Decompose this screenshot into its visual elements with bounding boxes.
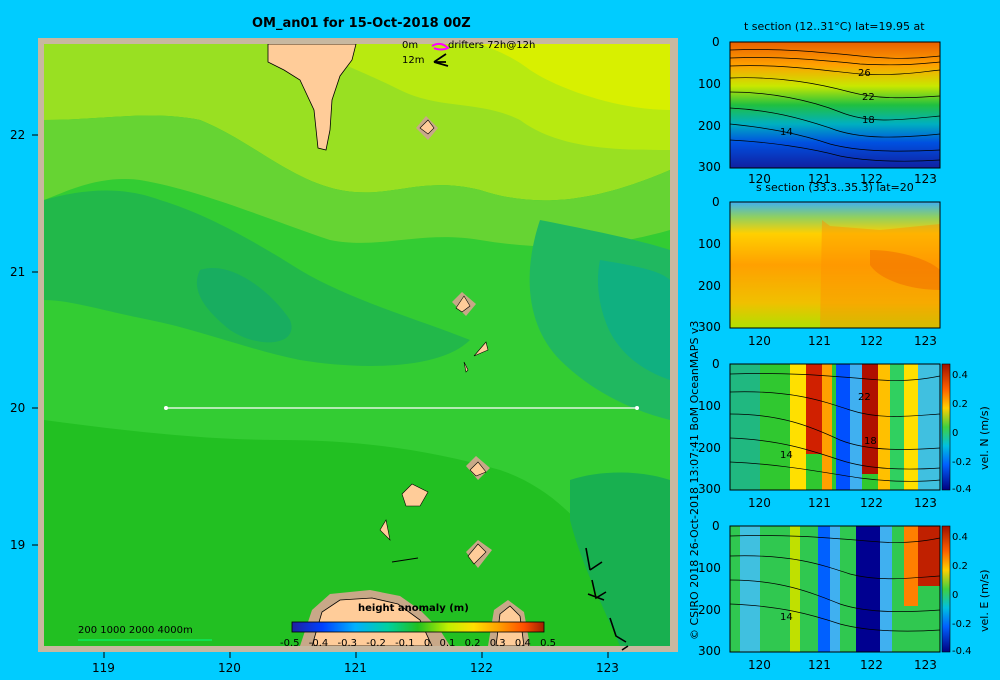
vn-y-tick: 200 (698, 441, 721, 455)
drifter-symbol (431, 42, 450, 51)
s-section-title: s section (33.3..35.3) lat=20 (756, 181, 914, 194)
t-y-tick: 300 (698, 160, 721, 174)
s-y-tick: 0 (712, 195, 720, 209)
t-y-tick: 0 (712, 35, 720, 49)
s-x-tick: 122 (860, 334, 883, 348)
cbar-tick: -0.2 (366, 638, 386, 649)
cbar-tick: -0.1 (395, 638, 415, 649)
legend-12m: 12m (402, 55, 425, 66)
map-y-tick: 20 (10, 401, 26, 415)
ve-cbar-tick: 0 (952, 590, 959, 601)
vel-n-colorbar (941, 363, 951, 491)
depth-scale: 200 1000 2000 4000m (78, 625, 193, 636)
t-x-tick: 121 (808, 172, 831, 186)
ve-y-tick: 300 (698, 644, 721, 658)
t-contour-label: 18 (862, 115, 875, 126)
cbar-tick: -0.5 (280, 638, 300, 649)
colorbar-ticks: -0.5 -0.4 -0.3 -0.2 -0.1 0 0.1 0.2 0.3 0… (280, 638, 556, 649)
t-x-tick: 120 (748, 172, 771, 186)
ve-y-tick: 100 (698, 561, 721, 575)
vel-n-colorbar-label: vel. N (m/s) (978, 406, 991, 470)
arrow-symbol (433, 53, 449, 67)
vn-cbar-tick: -0.4 (952, 484, 972, 495)
s-x-tick: 121 (808, 334, 831, 348)
legend-drifters: drifters 72h@12h (448, 40, 536, 51)
s-x-tick: 123 (914, 334, 937, 348)
vn-contour-label: 18 (864, 436, 877, 447)
vn-x-tick: 120 (748, 496, 771, 510)
cbar-tick: 0.2 (464, 638, 481, 649)
t-contour-label: 26 (858, 68, 871, 79)
vn-y-tick: 300 (698, 482, 721, 496)
vn-cbar-tick: 0.4 (952, 370, 968, 381)
t-y-tick: 200 (698, 119, 721, 133)
map-x-tick: 120 (218, 661, 241, 675)
current-arrows (585, 547, 629, 651)
cbar-tick: 0.5 (540, 638, 556, 649)
map-x-tick: 121 (344, 661, 367, 675)
ve-x-tick: 121 (808, 658, 831, 672)
map-y-tick: 21 (10, 265, 26, 279)
vel-n-contours (729, 373, 941, 482)
cbar-tick: 0.1 (439, 638, 456, 649)
map-x-tick: 122 (470, 661, 493, 675)
vel-e-colorbar (941, 525, 951, 653)
t-x-tick: 123 (914, 172, 937, 186)
ve-contour-label: 14 (780, 612, 793, 623)
height-colorbar (291, 621, 545, 633)
map-y-tick: 19 (10, 538, 26, 552)
ve-x-tick: 120 (748, 658, 771, 672)
s-y-tick: 100 (698, 237, 721, 251)
credit-text: © CSIRO 2018 26-Oct-2018 13:07:41 BoM Oc… (688, 320, 701, 640)
vn-x-tick: 122 (860, 496, 883, 510)
vn-y-tick: 0 (712, 357, 720, 371)
vn-cbar-tick: 0 (952, 428, 959, 439)
t-x-tick: 122 (860, 172, 883, 186)
map-x-tick: 119 (92, 661, 115, 675)
cbar-tick: -0.4 (308, 638, 329, 649)
t-section-plot (730, 42, 940, 168)
ve-x-tick: 123 (914, 658, 937, 672)
vn-contour-label: 14 (780, 450, 793, 461)
cbar-tick: 0 (423, 638, 431, 649)
vel-e-contours (729, 535, 941, 632)
s-x-tick: 120 (748, 334, 771, 348)
colorbar-label: height anomaly (m) (358, 603, 469, 614)
vn-y-tick: 100 (698, 399, 721, 413)
vel-e-colorbar-label: vel. E (m/s) (978, 569, 991, 632)
cbar-tick: -0.3 (337, 638, 358, 649)
vn-x-tick: 123 (914, 496, 937, 510)
vn-cbar-tick: -0.2 (952, 457, 972, 468)
s-y-tick: 200 (698, 279, 721, 293)
ve-cbar-tick: -0.2 (952, 619, 972, 630)
ve-y-tick: 0 (712, 519, 720, 533)
map-title: OM_an01 for 15-Oct-2018 00Z (252, 16, 471, 31)
s-y-tick: 300 (698, 320, 721, 334)
t-section-title: t section (12..31°C) lat=19.95 at (744, 20, 925, 33)
t-contours (729, 49, 941, 162)
t-contour-label: 22 (862, 92, 875, 103)
ve-cbar-tick: -0.4 (952, 646, 972, 657)
t-contour-label: 14 (780, 127, 793, 138)
map-x-tick: 123 (596, 661, 619, 675)
ssh-field (44, 44, 670, 646)
map-y-tick: 22 (10, 128, 26, 142)
legend-0m: 0m (402, 40, 419, 51)
cbar-tick: 0.4 (514, 638, 531, 649)
ve-x-tick: 122 (860, 658, 883, 672)
vn-contour-label: 22 (858, 392, 871, 403)
ve-cbar-tick: 0.2 (952, 561, 968, 572)
ve-cbar-tick: 0.4 (952, 532, 968, 543)
ve-y-tick: 200 (698, 603, 721, 617)
cbar-tick: 0.3 (489, 638, 506, 649)
vn-cbar-tick: 0.2 (952, 399, 968, 410)
vn-x-tick: 121 (808, 496, 831, 510)
t-y-tick: 100 (698, 77, 721, 91)
